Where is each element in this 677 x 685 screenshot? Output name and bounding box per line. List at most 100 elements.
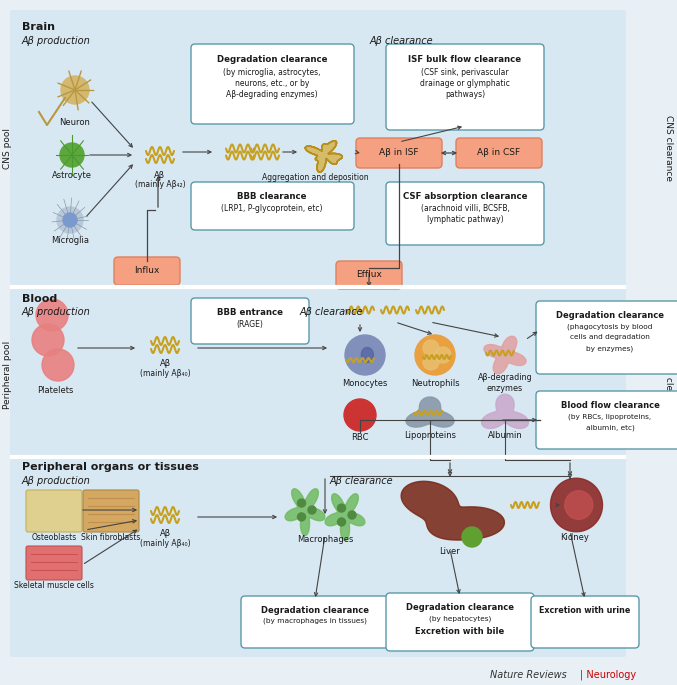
Text: | Neurology: | Neurology xyxy=(580,670,636,680)
Polygon shape xyxy=(401,482,504,540)
Text: Aβ-degrading enzymes): Aβ-degrading enzymes) xyxy=(226,90,318,99)
Text: Excretion with urine: Excretion with urine xyxy=(540,606,631,615)
Circle shape xyxy=(297,513,305,521)
Polygon shape xyxy=(325,494,365,540)
Text: Albumin: Albumin xyxy=(487,431,523,440)
Text: Aβ production: Aβ production xyxy=(22,307,91,317)
Polygon shape xyxy=(406,397,454,427)
Circle shape xyxy=(435,347,451,363)
Polygon shape xyxy=(285,488,325,536)
FancyBboxPatch shape xyxy=(456,138,542,168)
Text: Skin fibroblasts: Skin fibroblasts xyxy=(81,533,141,542)
FancyBboxPatch shape xyxy=(26,546,82,580)
Text: (LRP1, P-glycoprotein, etc): (LRP1, P-glycoprotein, etc) xyxy=(221,204,323,213)
Polygon shape xyxy=(305,140,343,172)
Text: albumin, etc): albumin, etc) xyxy=(586,424,634,430)
Circle shape xyxy=(338,518,345,526)
Text: Aβ: Aβ xyxy=(160,359,171,368)
FancyBboxPatch shape xyxy=(386,182,544,245)
Circle shape xyxy=(32,324,64,356)
Text: Aβ in ISF: Aβ in ISF xyxy=(379,148,419,157)
Text: RBC: RBC xyxy=(351,433,369,442)
Text: pathways): pathways) xyxy=(445,90,485,99)
Text: (by macrophages in tissues): (by macrophages in tissues) xyxy=(263,618,367,625)
FancyBboxPatch shape xyxy=(536,301,677,374)
Text: Aβ-degrading: Aβ-degrading xyxy=(478,373,532,382)
Text: (by hepatocytes): (by hepatocytes) xyxy=(429,615,492,621)
Text: (phagocytosis by blood: (phagocytosis by blood xyxy=(567,323,653,329)
Circle shape xyxy=(60,143,84,167)
Text: Aβ production: Aβ production xyxy=(22,476,91,486)
Text: Monocytes: Monocytes xyxy=(343,379,388,388)
Circle shape xyxy=(36,299,68,331)
Text: CSF absorption clearance: CSF absorption clearance xyxy=(403,192,527,201)
FancyBboxPatch shape xyxy=(241,596,389,648)
Text: Kidney: Kidney xyxy=(561,533,590,542)
Circle shape xyxy=(423,354,439,370)
Text: Influx: Influx xyxy=(134,266,160,275)
FancyBboxPatch shape xyxy=(386,44,544,130)
Circle shape xyxy=(57,207,83,233)
Text: enzymes: enzymes xyxy=(487,384,523,393)
Text: Skeletal muscle cells: Skeletal muscle cells xyxy=(14,581,94,590)
Text: Aβ in CSF: Aβ in CSF xyxy=(477,148,521,157)
Circle shape xyxy=(348,511,356,519)
Text: Astrocyte: Astrocyte xyxy=(52,171,92,180)
Text: (by RBCs, lipoproteins,: (by RBCs, lipoproteins, xyxy=(569,413,651,419)
Text: Degradation clearance: Degradation clearance xyxy=(261,606,369,615)
FancyBboxPatch shape xyxy=(83,490,139,532)
Text: CNS clearance: CNS clearance xyxy=(665,115,674,181)
Text: Blood flow clearance: Blood flow clearance xyxy=(561,401,659,410)
Circle shape xyxy=(42,349,74,381)
Circle shape xyxy=(462,527,482,547)
FancyBboxPatch shape xyxy=(114,257,180,285)
Text: Platelets: Platelets xyxy=(37,386,73,395)
Circle shape xyxy=(345,335,385,375)
Text: Blood: Blood xyxy=(22,294,58,304)
Polygon shape xyxy=(550,478,603,532)
Text: Neutrophils: Neutrophils xyxy=(411,379,459,388)
FancyBboxPatch shape xyxy=(10,458,626,657)
Text: lymphatic pathway): lymphatic pathway) xyxy=(427,215,503,224)
Circle shape xyxy=(61,76,89,104)
FancyBboxPatch shape xyxy=(536,391,677,449)
Text: Aβ clearance: Aβ clearance xyxy=(300,307,364,317)
Circle shape xyxy=(338,504,345,512)
FancyBboxPatch shape xyxy=(191,44,354,124)
Text: Aβ clearance: Aβ clearance xyxy=(370,36,434,46)
Polygon shape xyxy=(484,336,526,374)
Text: Aggregation and deposition: Aggregation and deposition xyxy=(262,173,368,182)
FancyBboxPatch shape xyxy=(531,596,639,648)
Text: Aβ production: Aβ production xyxy=(22,36,91,46)
Text: neurons, etc., or by: neurons, etc., or by xyxy=(235,79,309,88)
Circle shape xyxy=(297,499,305,507)
Text: Degradation clearance: Degradation clearance xyxy=(217,55,327,64)
Circle shape xyxy=(423,340,439,356)
Text: Efflux: Efflux xyxy=(356,270,382,279)
Text: (arachnoid villi, BCSFB,: (arachnoid villi, BCSFB, xyxy=(420,204,509,213)
Circle shape xyxy=(415,335,455,375)
FancyBboxPatch shape xyxy=(356,138,442,168)
Polygon shape xyxy=(565,490,593,519)
Text: Peripheral pool: Peripheral pool xyxy=(3,341,12,409)
FancyBboxPatch shape xyxy=(26,490,82,532)
Text: CNS pool: CNS pool xyxy=(3,127,12,169)
Text: Neuron: Neuron xyxy=(60,118,91,127)
Text: (CSF sink, perivascular: (CSF sink, perivascular xyxy=(421,68,509,77)
Text: Peripheral clearance: Peripheral clearance xyxy=(665,328,674,422)
Text: by enzymes): by enzymes) xyxy=(586,345,634,351)
Text: Macrophages: Macrophages xyxy=(297,535,353,544)
Text: Liver: Liver xyxy=(439,547,460,556)
Text: (mainly Aβ₄₀): (mainly Aβ₄₀) xyxy=(139,369,190,378)
FancyBboxPatch shape xyxy=(10,288,626,457)
Text: (RAGE): (RAGE) xyxy=(236,320,263,329)
Text: Excretion with bile: Excretion with bile xyxy=(416,627,504,636)
Text: BBB entrance: BBB entrance xyxy=(217,308,283,317)
Text: ISF bulk flow clearance: ISF bulk flow clearance xyxy=(408,55,521,64)
FancyBboxPatch shape xyxy=(10,10,626,287)
FancyBboxPatch shape xyxy=(191,298,309,344)
Text: Aβ: Aβ xyxy=(154,171,166,180)
Text: Brain: Brain xyxy=(22,22,55,32)
Circle shape xyxy=(308,506,316,514)
Polygon shape xyxy=(362,347,374,362)
